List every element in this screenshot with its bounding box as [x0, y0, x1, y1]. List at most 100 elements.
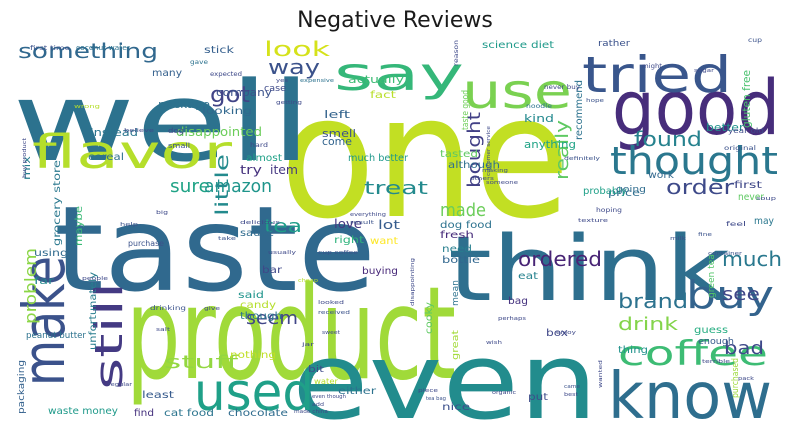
word-disappointed: disappointed	[176, 125, 262, 139]
word-add: add	[312, 402, 324, 408]
word-though: though	[240, 311, 282, 322]
word-nice: nice	[442, 402, 470, 413]
word-fine: fine	[698, 232, 712, 238]
word-piece: piece	[418, 388, 438, 394]
word-delicious: delicious	[240, 220, 281, 226]
word-green-tea: green tea	[707, 254, 717, 298]
word-left: left	[324, 108, 351, 121]
word-product: product	[126, 260, 456, 409]
word-cup: cup	[748, 38, 762, 44]
word-try: try	[240, 163, 262, 177]
word-may: may	[754, 216, 774, 227]
word-first: first	[734, 180, 762, 191]
word-unfortunately: unfortunately	[88, 272, 99, 350]
word-dog: dog	[168, 127, 184, 135]
word-way: way	[268, 55, 320, 79]
word-lot: lot	[378, 218, 400, 232]
word-guess: guess	[694, 325, 728, 336]
word-package: package	[158, 98, 210, 111]
word-coconut-water: coconut water	[76, 44, 130, 52]
word-work: work	[648, 170, 674, 181]
word-actually: actually	[348, 73, 405, 86]
word-hope: hope	[586, 98, 604, 104]
word-taste: taste	[54, 180, 376, 318]
word-said: said	[238, 290, 264, 301]
word-everything: everything	[350, 212, 386, 218]
word-purchased: purchased	[731, 358, 741, 398]
word-organic: organic	[492, 390, 516, 396]
word-anything: anything	[524, 138, 576, 151]
word-might: might	[642, 63, 663, 70]
word-never-buy: never buy	[544, 84, 581, 91]
word-eat: eat	[518, 271, 538, 282]
word-bought: bought	[464, 112, 485, 188]
word-many: many	[152, 68, 182, 79]
word-bottle: bottle	[442, 255, 480, 266]
word-got: got	[210, 83, 250, 108]
word-tea: tea	[264, 216, 302, 237]
word-want: want	[370, 236, 398, 247]
word-thought: thought	[610, 139, 778, 183]
word-result: result	[350, 220, 374, 226]
word-reason: reason	[453, 40, 460, 66]
word-recommend: recommend	[574, 80, 585, 140]
word-amazon: amazon	[204, 176, 272, 197]
word-chocolate: chocolate	[228, 408, 288, 419]
word-expected: expected	[210, 71, 242, 78]
word-drinking: drinking	[150, 305, 186, 312]
word-tried: tried	[582, 46, 732, 104]
word-still: still	[87, 282, 131, 390]
word-pack: pack	[738, 376, 754, 382]
word-people: people	[82, 276, 108, 282]
word-buy: buy	[686, 273, 774, 317]
word-enough: enough	[698, 337, 734, 347]
word-packaging: packaging	[17, 360, 27, 414]
word-disappointing: disappointing	[410, 258, 416, 306]
word-found: found	[634, 127, 702, 151]
word-usually: usually	[268, 250, 296, 256]
word-even-though: even though	[312, 394, 346, 400]
word-enjoy: enjoy	[556, 330, 576, 336]
word-case: case	[264, 84, 286, 94]
word-much-better: much better	[348, 153, 409, 164]
word-kind: kind	[524, 112, 554, 125]
word-first-time: first time	[30, 45, 70, 52]
word-give: give	[204, 306, 220, 312]
word-tasted: tasted	[440, 149, 478, 160]
word-bad: bad	[724, 338, 764, 359]
word-coffee: coffee	[618, 334, 768, 374]
word-gluten-free: gluten free	[740, 70, 753, 128]
chart-title: Negative Reviews	[297, 8, 493, 33]
word-nothing: nothing	[230, 350, 276, 361]
word-probably: probably	[583, 186, 627, 197]
word-getting: getting	[276, 100, 302, 106]
word-terrible: terrible	[702, 359, 730, 365]
word-drink: drink	[618, 314, 679, 335]
word-help: help	[120, 222, 138, 228]
word-sauce: sauce	[240, 228, 274, 239]
word-original: original	[724, 145, 756, 152]
word-company: company	[216, 86, 273, 99]
word-hard: hard	[250, 142, 268, 149]
word-regular: regular	[108, 382, 133, 388]
word-wanted: wanted	[598, 360, 604, 388]
word-box: box	[546, 328, 568, 339]
word-right: right	[334, 235, 364, 246]
word-flavor: flavor	[32, 125, 232, 179]
word-find: find	[134, 408, 154, 419]
word-least: least	[142, 390, 174, 401]
word-waste-money: waste money	[48, 406, 118, 417]
word-think: think	[448, 217, 730, 322]
word-know: know	[608, 360, 772, 428]
word-wish: wish	[486, 340, 502, 346]
word-customer-service: customer service	[486, 126, 492, 176]
word-tea-bag: tea bag	[426, 396, 446, 402]
word-sure: sure	[170, 176, 210, 197]
word-really: really	[552, 120, 573, 180]
word-salt: salt	[156, 327, 170, 333]
word-year-old: year old	[728, 127, 764, 135]
word-mean: mean	[451, 280, 461, 306]
word-much: much	[722, 247, 782, 271]
word-take: take	[218, 236, 236, 242]
word-looking: looking	[202, 106, 252, 117]
